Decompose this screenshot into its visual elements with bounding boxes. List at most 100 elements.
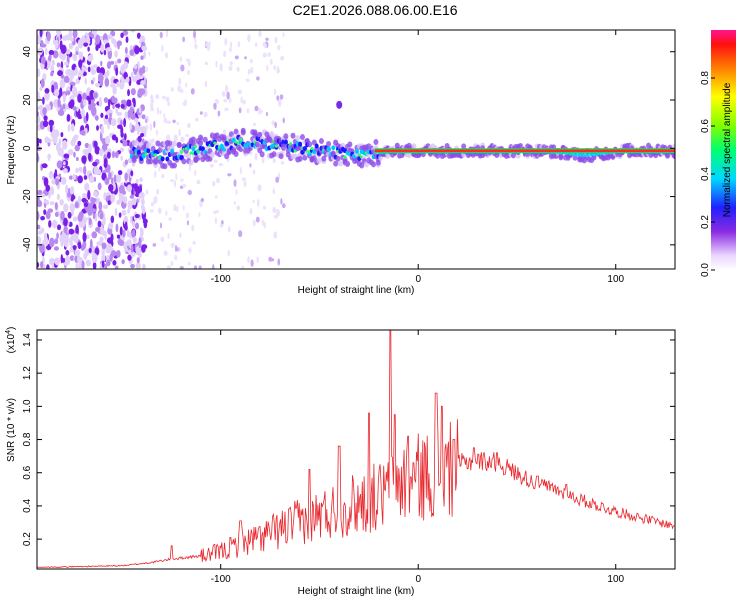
spectrogram-noise-cell (124, 46, 128, 55)
spectrogram-noise-cell (81, 155, 87, 164)
spectrogram-noise-cell (66, 113, 71, 122)
spectrogram-noise-cell (124, 247, 128, 252)
spectrogram-noise-cell (102, 39, 109, 44)
spectrogram-noise-cell (129, 122, 133, 131)
spectrogram-noise-cell (67, 211, 72, 219)
spectrogram-noise-cell (101, 254, 106, 262)
spectrogram-noise-cell (90, 208, 97, 213)
spectrogram-ytick-label: -40 (22, 237, 33, 252)
spectrogram-noise-cell (69, 115, 73, 122)
spectrogram-noise-cell (45, 47, 48, 56)
spectrogram-noise-cell (75, 262, 79, 269)
spectrogram-noise-cell (93, 64, 98, 69)
spectrogram-noise-cell (72, 53, 78, 62)
spectrogram-noise-cell (141, 198, 145, 206)
spectrogram-noise-cell (282, 117, 285, 124)
spectrogram-noise-cell (84, 127, 88, 135)
spectrogram-noise-cell (227, 250, 230, 257)
spectrogram-noise-cell (37, 106, 41, 111)
spectrogram-noise-cell (149, 209, 154, 213)
spectrogram-noise-cell (270, 258, 275, 262)
spectrogram-noise-cell (42, 107, 47, 116)
spectrogram-noise-cell (132, 204, 137, 210)
spectrogram-noise-cell (246, 108, 250, 114)
spectrogram-noise-cell (174, 245, 178, 253)
spectrogram-noise-cell (63, 217, 68, 227)
spectrogram-halo-cell (233, 128, 239, 135)
spectrogram-halo-cell (347, 141, 353, 148)
spectrogram-noise-cell (274, 88, 277, 96)
spectrogram-noise-cell (116, 199, 121, 205)
spectrogram-noise-cell (182, 205, 185, 211)
spectrogram-noise-cell (224, 107, 229, 112)
snr-ytick-label: 1.2 (22, 366, 33, 380)
spectrogram-ridge-cell (357, 153, 361, 157)
spectrogram-noise-cell (82, 71, 87, 77)
spectrogram-halo-cell (411, 143, 417, 150)
spectrogram-noise-cell (214, 195, 218, 199)
spectrogram-noise-cell (138, 239, 142, 248)
spectrogram-noise-cell (265, 37, 269, 41)
spectrogram-noise-cell (97, 220, 102, 228)
spectrogram-noise-cell (54, 202, 58, 210)
spectrogram-noise-cell (74, 249, 81, 257)
spectrogram-noise-cell (233, 201, 236, 205)
spectrogram-noise-cell (212, 180, 216, 187)
spectrogram-noise-cell (261, 219, 265, 226)
spectrogram-noise-cell (204, 61, 209, 66)
spectrogram-noise-cell (138, 74, 144, 80)
spectrogram-ridge-cell (160, 156, 165, 162)
spectrogram-noise-cell (254, 42, 258, 47)
spectrogram-noise-cell (109, 112, 112, 119)
spectrogram-noise-cell (170, 87, 174, 92)
spectrogram-noise-cell (132, 237, 137, 244)
spectrogram-halo-cell (259, 151, 265, 158)
spectrogram-halo-cell (295, 135, 301, 142)
spectrogram-noise-cell (85, 111, 89, 122)
spectrogram-noise-cell (120, 32, 124, 39)
spectrogram-noise-cell (254, 105, 259, 112)
snr-ticks: -100 0 100 0.2 0.4 0.6 0.8 1.0 1.2 1.4 (22, 330, 675, 585)
spectrogram-noise-cell (48, 220, 52, 228)
spectrogram-noise-cell (179, 232, 182, 238)
spectrogram-halo-cell (278, 153, 284, 160)
spectrogram-noise-cell (77, 241, 82, 250)
snr-frame (36, 329, 676, 570)
spectrogram-noise-cell (93, 92, 98, 99)
spectrogram-noise-cell (60, 132, 64, 138)
spectrogram-noise-cell (122, 140, 128, 147)
spectrogram-ridge-cell (274, 144, 278, 148)
spectrogram-noise-cell (104, 177, 110, 185)
spectrogram-noise-cell (223, 98, 227, 103)
spectrogram-noise-cell (84, 142, 89, 149)
spectrogram-halo-cell (171, 140, 177, 147)
spectrogram-xlabel: Height of straight line (km) (298, 285, 415, 296)
spectrogram-noise-cell (155, 94, 160, 100)
spectrogram-noise-cell (255, 216, 260, 223)
spectrogram-noise-cell (225, 84, 229, 93)
spectrogram-noise-cell (104, 77, 110, 88)
spectrogram-ytick-label: 40 (22, 46, 33, 58)
spectrogram-plot: -100 0 100 -40 -20 0 20 40 Height of straight l… (6, 29, 676, 296)
spectrogram-noise-cell (140, 80, 146, 86)
spectrogram-noise-cell (241, 177, 247, 181)
spectrogram-noise-cell (144, 66, 148, 73)
spectrogram-noise-cell (279, 94, 284, 100)
spectrogram-noise-cell (210, 164, 214, 168)
spectrogram-noise-cell (88, 104, 93, 111)
snr-ytick-label: 0.8 (22, 432, 33, 446)
spectrogram-noise-cell (262, 52, 267, 58)
spectrogram-noise-cell (88, 217, 92, 226)
spectrogram-noise-cell (228, 66, 233, 71)
spectrogram-noise-cell (139, 185, 143, 193)
snr-xlabel: Height of straight line (km) (298, 586, 415, 597)
spectrogram-noise-cell (159, 222, 163, 229)
spectrogram-noise-cell (55, 39, 59, 49)
spectrogram-noise-cell (82, 92, 88, 102)
spectrogram-noise-cell (75, 46, 79, 53)
spectrogram-noise-cell (46, 31, 51, 42)
spectrogram-noise-cell (193, 265, 197, 269)
spectrogram-noise-cell (72, 174, 76, 181)
spectrogram-noise-cell (229, 97, 232, 104)
spectrogram-ridge-cell (136, 149, 141, 155)
